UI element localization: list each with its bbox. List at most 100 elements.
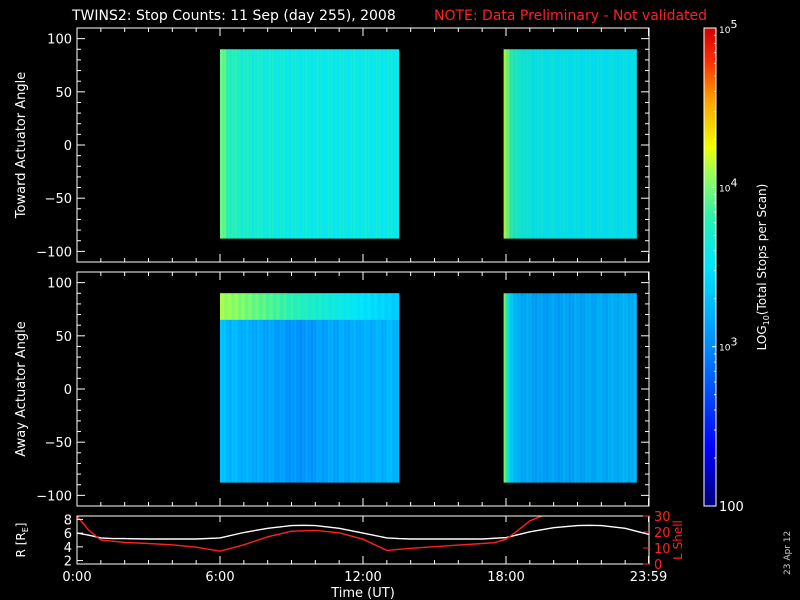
heatmap-column	[634, 49, 636, 239]
heatmap-column	[575, 293, 577, 483]
heatmap-column	[510, 49, 512, 239]
heatmap-column	[629, 49, 631, 239]
hot-band-column	[323, 293, 325, 320]
heatmap-column	[558, 293, 560, 483]
heatmap-column	[288, 49, 290, 239]
heatmap-column	[315, 293, 317, 483]
heatmap-column	[271, 293, 273, 483]
hot-band-column	[359, 293, 361, 320]
heatmap-column	[257, 49, 259, 239]
x-tick-label: 6:00	[205, 570, 234, 585]
heatmap-column	[531, 49, 533, 239]
heatmap-column	[621, 293, 623, 483]
hot-band-column	[222, 293, 224, 320]
heatmap-column	[301, 293, 303, 483]
heatmap-column	[370, 293, 372, 483]
heatmap-column	[635, 293, 637, 483]
heatmap-column	[319, 293, 321, 483]
heatmap-column	[281, 49, 283, 239]
y-tick-label: 2	[64, 555, 72, 570]
heatmap-column	[290, 293, 292, 483]
heatmap-column	[239, 293, 241, 483]
heatmap-column	[611, 49, 613, 239]
heatmap-column	[537, 293, 539, 483]
heatmap-column	[222, 49, 224, 239]
heatmap-column	[249, 49, 251, 239]
heatmap-column	[551, 293, 553, 483]
hot-band-column	[312, 293, 314, 320]
hot-band-column	[382, 293, 384, 320]
hot-band-column	[392, 293, 394, 320]
heatmap-column	[298, 293, 300, 483]
heatmap-column	[616, 49, 618, 239]
heatmap-column	[297, 293, 299, 483]
heatmap-column	[564, 49, 566, 239]
heatmap-column	[586, 49, 588, 239]
heatmap-column	[238, 49, 240, 239]
heatmap-column	[333, 293, 335, 483]
heatmap-column	[534, 49, 536, 239]
y-tick-label: 100	[47, 33, 72, 48]
heatmap-column	[270, 49, 272, 239]
x-axis-label: Time (UT)	[330, 586, 395, 600]
heatmap-column	[276, 293, 278, 483]
heatmap-column	[292, 293, 294, 483]
heatmap-column	[279, 293, 281, 483]
heatmap-column	[354, 293, 356, 483]
heatmap-column	[228, 49, 230, 239]
heatmap-column	[609, 293, 611, 483]
hot-band-column	[263, 293, 265, 320]
hot-band-column	[305, 293, 307, 320]
heatmap-column	[239, 49, 241, 239]
hot-band-column	[368, 293, 370, 320]
hot-band-column	[315, 293, 317, 320]
heatmap-column	[548, 293, 550, 483]
heatmap-column	[396, 293, 398, 483]
heatmap-column	[620, 49, 622, 239]
heatmap-column	[280, 293, 282, 483]
heatmap-column	[615, 293, 617, 483]
heatmap-column	[613, 293, 615, 483]
heatmap-column	[284, 49, 286, 239]
heatmap-column	[286, 293, 288, 483]
heatmap-column	[348, 293, 350, 483]
heatmap-column	[525, 49, 527, 239]
heatmap-column	[220, 49, 222, 239]
hot-band-column	[299, 293, 301, 320]
heatmap-column	[620, 293, 622, 483]
heatmap-column	[261, 49, 263, 239]
heatmap-column	[327, 49, 329, 239]
heatmap-column	[269, 293, 271, 483]
heatmap-column	[313, 293, 315, 483]
hot-band-column	[332, 293, 334, 320]
heatmap-column	[231, 49, 233, 239]
heatmap-column	[567, 293, 569, 483]
heatmap-column	[566, 49, 568, 239]
heatmap-column	[371, 293, 373, 483]
heatmap-column	[220, 293, 222, 483]
heatmap-column	[351, 49, 353, 239]
date-stamp: 23 Apr 12	[783, 531, 793, 575]
heatmap-column	[635, 49, 637, 239]
heatmap-column	[509, 49, 511, 239]
hot-band-column	[361, 293, 363, 320]
hot-band-column	[362, 293, 364, 320]
heatmap-column	[570, 293, 572, 483]
heatmap-column	[299, 293, 301, 483]
heatmap-column	[389, 49, 391, 239]
heatmap-column	[305, 293, 307, 483]
heatmap-column	[504, 49, 506, 239]
y-tick-label: 50	[55, 330, 72, 345]
heatmap-column	[298, 49, 300, 239]
heatmap-column	[246, 49, 248, 239]
heatmap-column	[326, 293, 328, 483]
heatmap-column	[526, 293, 528, 483]
heatmap-column	[285, 293, 287, 483]
heatmap-column	[265, 49, 267, 239]
heatmap-column	[328, 293, 330, 483]
hot-band-column	[298, 293, 300, 320]
hot-band-column	[241, 293, 243, 320]
heatmap-column	[276, 49, 278, 239]
heatmap-column	[392, 293, 394, 483]
